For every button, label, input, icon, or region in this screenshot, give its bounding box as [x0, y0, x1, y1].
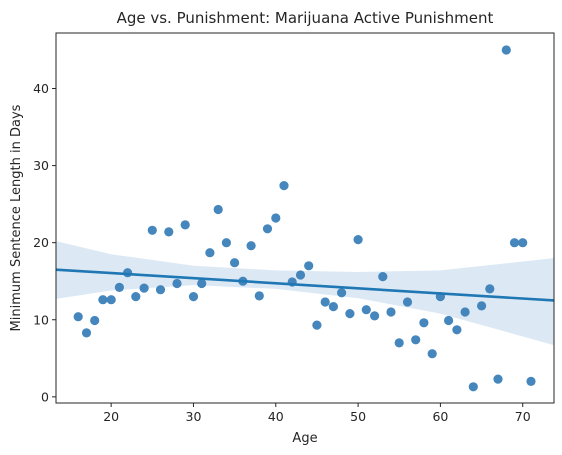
data-point: [90, 315, 100, 326]
data-point: [246, 241, 256, 251]
data-point: [164, 227, 174, 237]
regression-line: [55, 268, 555, 302]
data-point: [378, 272, 388, 282]
data-point: [518, 238, 528, 248]
x-axis-label: Age: [292, 431, 317, 446]
y-tick-label: 40: [33, 81, 49, 96]
data-point: [477, 301, 487, 311]
data-point: [279, 181, 289, 191]
x-tick-label: 40: [268, 409, 284, 424]
data-point: [106, 295, 116, 305]
data-point: [493, 374, 503, 384]
data-point: [73, 312, 83, 322]
data-point: [262, 224, 273, 234]
data-point: [81, 328, 92, 338]
data-point: [205, 248, 215, 258]
data-point: [452, 325, 462, 335]
data-point: [254, 291, 264, 301]
x-tick-label: 20: [103, 409, 119, 424]
plot-area: [55, 32, 555, 404]
data-point: [155, 285, 166, 295]
data-point: [509, 238, 520, 248]
plot-border: [55, 32, 555, 404]
data-point: [213, 204, 223, 215]
data-point: [221, 238, 231, 248]
data-point: [271, 213, 281, 223]
data-point: [427, 349, 437, 359]
data-point: [172, 278, 182, 289]
x-tick-label: 70: [515, 409, 531, 424]
data-point: [197, 278, 207, 289]
x-axis-ticks: 20 30 40 50 60 70: [103, 403, 531, 424]
data-point: [304, 261, 314, 271]
y-axis-label: Minimum Sentence Length in Days: [9, 104, 24, 331]
data-point: [460, 307, 470, 317]
x-tick-label: 30: [186, 409, 202, 424]
data-point: [485, 284, 495, 294]
data-point: [345, 309, 355, 319]
confidence-band-layer: [56, 241, 554, 346]
regression-line-layer: [55, 268, 555, 302]
confidence-band: [56, 241, 554, 346]
data-point: [361, 305, 371, 315]
data-point: [114, 282, 124, 292]
data-point: [468, 382, 478, 392]
y-axis-ticks: 0 10 20 30 40: [33, 81, 56, 404]
data-point: [353, 235, 363, 245]
x-tick-label: 50: [350, 409, 366, 424]
data-point: [419, 318, 429, 328]
data-point: [230, 258, 240, 268]
x-tick-label: 60: [432, 409, 448, 424]
data-point: [312, 320, 322, 330]
data-point: [394, 338, 404, 348]
y-tick-label: 0: [41, 389, 49, 404]
y-tick-label: 30: [33, 158, 49, 173]
data-point: [444, 315, 454, 326]
data-point: [386, 307, 396, 317]
data-point: [337, 288, 347, 298]
y-tick-label: 20: [33, 235, 49, 250]
data-point: [328, 302, 338, 312]
data-point: [402, 297, 413, 307]
plot-background: [56, 33, 554, 403]
data-point: [501, 45, 511, 55]
data-point: [147, 225, 157, 235]
data-point: [131, 292, 141, 302]
data-point: [526, 376, 536, 386]
y-tick-label: 10: [33, 312, 49, 327]
data-point: [320, 297, 330, 307]
data-point: [370, 311, 380, 321]
data-point: [295, 270, 306, 280]
data-point: [188, 292, 199, 302]
chart-title: Age vs. Punishment: Marijuana Active Pun…: [117, 9, 494, 27]
data-point: [139, 283, 149, 293]
data-point: [180, 220, 190, 230]
data-point: [98, 295, 108, 305]
data-point: [411, 335, 421, 345]
